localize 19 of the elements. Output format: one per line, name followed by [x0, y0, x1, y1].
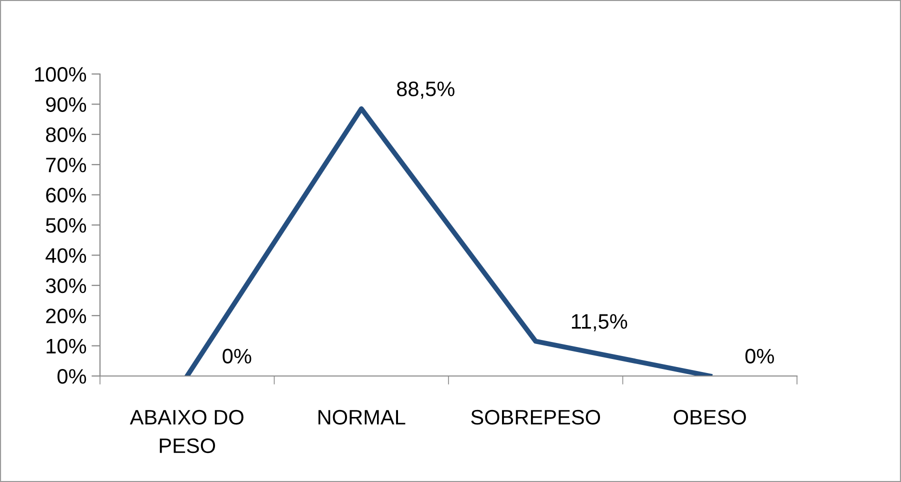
y-tick-label: 10% — [46, 338, 86, 354]
y-tick-label: 0% — [58, 369, 86, 384]
data-label: 88,5% — [397, 82, 454, 99]
y-tick-label: 80% — [46, 127, 86, 142]
data-label: 0% — [222, 348, 252, 364]
data-label: 11,5% — [572, 314, 628, 332]
y-tick-label: 90% — [46, 97, 86, 112]
y-tick-label: 60% — [46, 188, 86, 203]
y-tick-label: 20% — [46, 308, 86, 324]
y-tick-label: 70% — [46, 158, 86, 172]
y-tick-label: 50% — [46, 218, 86, 233]
y-tick-label: 100% — [35, 67, 86, 82]
x-tick-label: SOBREPESO — [471, 410, 600, 425]
y-tick-label: 30% — [46, 278, 86, 294]
x-tick-label: NORMAL — [318, 410, 406, 425]
y-tick-label: 40% — [46, 248, 86, 263]
x-tick-label: ABAIXO DO PESO — [130, 410, 244, 454]
data-label: 0% — [745, 348, 774, 364]
x-tick-label: OBESO — [674, 410, 746, 425]
